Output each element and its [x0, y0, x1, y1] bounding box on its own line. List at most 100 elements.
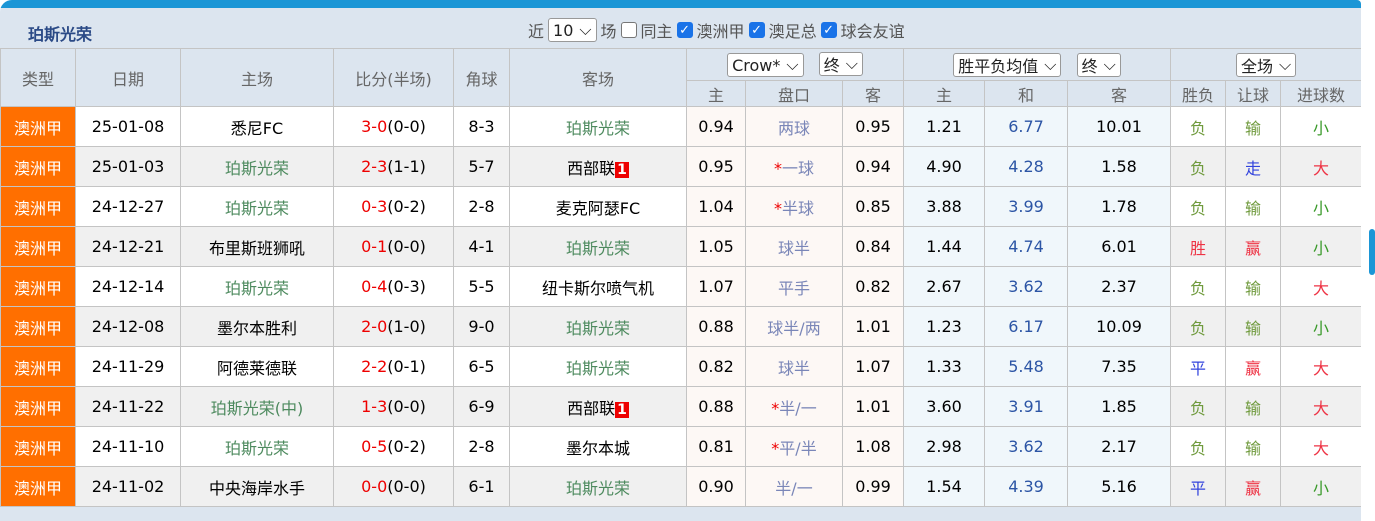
home-team-name[interactable]: 珀斯光荣 [224, 198, 289, 218]
full-score: 3-0 [361, 117, 388, 136]
away-team[interactable]: 珀斯光荣 [509, 106, 687, 147]
odds-stage-select[interactable]: 终 ⌵ [1076, 52, 1121, 77]
away-team[interactable]: 珀斯光荣 [509, 466, 687, 507]
handicap-away-odds: 0.95 [841, 106, 905, 147]
half-score: (0-2) [387, 437, 426, 456]
league-checkbox-friendly[interactable]: ✓ [820, 22, 837, 38]
full-score: 0-1 [361, 237, 388, 256]
home-team[interactable]: 中央海岸水手 [180, 466, 334, 507]
match-count-select[interactable]: 10 ⌵ [548, 18, 597, 42]
away-team-name[interactable]: 珀斯光荣 [565, 318, 630, 338]
away-team[interactable]: 纽卡斯尔喷气机 [509, 266, 687, 307]
home-team-name[interactable]: 阿德莱德联 [216, 358, 297, 378]
league-checkbox-a-league[interactable]: ✓ [676, 22, 693, 38]
odds-home: 1.54 [903, 466, 986, 507]
odds-away: 2.17 [1067, 426, 1172, 467]
match-date: 24-12-08 [75, 306, 181, 347]
result-selectors: 全场 ⌵ [1170, 48, 1361, 81]
scrollbar-thumb[interactable] [1369, 229, 1375, 275]
away-team-name[interactable]: 西部联 [567, 158, 616, 178]
half-score: (1-0) [387, 317, 426, 336]
home-team-name[interactable]: 中央海岸水手 [208, 478, 305, 498]
home-team[interactable]: 珀斯光荣 [180, 266, 334, 307]
home-team-name[interactable]: 悉尼FC [230, 118, 284, 138]
table-row: 澳洲甲 25-01-08 悉尼FC 3-0(0-0) 8-3 珀斯光荣 0.94… [0, 106, 1361, 147]
league-checkbox-ffa-cup[interactable]: ✓ [748, 22, 765, 38]
away-team-name[interactable]: 麦克阿瑟FC [555, 198, 641, 218]
home-team-name[interactable]: 墨尔本胜利 [216, 318, 297, 338]
handicap-result: 赢 [1225, 346, 1282, 387]
corner-score: 6-1 [453, 466, 510, 507]
away-team[interactable]: 珀斯光荣 [509, 306, 687, 347]
match-type: 澳洲甲 [0, 226, 76, 267]
odds-away: 10.09 [1067, 306, 1172, 347]
home-team[interactable]: 珀斯光荣 [180, 146, 334, 187]
table-row: 澳洲甲 24-11-10 珀斯光荣 0-5(0-2) 2-8 墨尔本城 0.81… [0, 426, 1361, 467]
same-home-checkbox[interactable] [620, 22, 637, 38]
odds-draw: 5.48 [984, 346, 1069, 387]
away-team[interactable]: 西部联 1 [509, 386, 687, 427]
half-score: (0-0) [387, 477, 426, 496]
score-cell: 1-3(0-0) [333, 386, 454, 427]
match-type: 澳洲甲 [0, 106, 76, 147]
odds-away: 2.37 [1067, 266, 1172, 307]
odds-draw: 3.62 [984, 266, 1069, 307]
odds-away: 6.01 [1067, 226, 1172, 267]
col-handicap-result: 让球 [1225, 80, 1282, 107]
home-team-name[interactable]: 珀斯光荣 [224, 438, 289, 458]
win-loss-result: 负 [1170, 106, 1227, 147]
league-label: 澳足总 [768, 22, 817, 41]
handicap-line-value: 球半 [777, 238, 810, 258]
home-team[interactable]: 布里斯班狮吼 [180, 226, 334, 267]
handicap-away-odds: 1.01 [841, 306, 905, 347]
league-label: 澳洲甲 [696, 22, 745, 41]
full-score: 2-2 [361, 357, 388, 376]
handicap-stage-select[interactable]: 终 ⌵ [818, 51, 863, 76]
home-team[interactable]: 珀斯光荣 [180, 186, 334, 227]
away-team[interactable]: 珀斯光荣 [509, 226, 687, 267]
half-score: (0-1) [387, 357, 426, 376]
half-score: (0-0) [387, 397, 426, 416]
match-date: 25-01-08 [75, 106, 181, 147]
away-team-name[interactable]: 珀斯光荣 [565, 478, 630, 498]
home-team-name[interactable]: 珀斯光荣(中) [210, 398, 304, 418]
away-team[interactable]: 西部联 1 [509, 146, 687, 187]
away-team-name[interactable]: 珀斯光荣 [565, 358, 630, 378]
handicap-result: 输 [1225, 306, 1282, 347]
away-team-name[interactable]: 墨尔本城 [565, 438, 630, 458]
chevron-down-icon: ⌵ [579, 20, 592, 39]
away-team-name[interactable]: 珀斯光荣 [565, 238, 630, 258]
away-team[interactable]: 珀斯光荣 [509, 346, 687, 387]
home-team[interactable]: 珀斯光荣(中) [180, 386, 334, 427]
table-row: 澳洲甲 24-12-14 珀斯光荣 0-4(0-3) 5-5 纽卡斯尔喷气机 1… [0, 266, 1361, 307]
full-score: 0-3 [361, 197, 388, 216]
table-row: 澳洲甲 24-12-08 墨尔本胜利 2-0(1-0) 9-0 珀斯光荣 0.8… [0, 306, 1361, 347]
away-team[interactable]: 麦克阿瑟FC [509, 186, 687, 227]
away-team-name[interactable]: 纽卡斯尔喷气机 [541, 278, 654, 298]
home-team-name[interactable]: 珀斯光荣 [224, 278, 289, 298]
home-team-name[interactable]: 珀斯光荣 [224, 158, 289, 178]
handicap-line: 球半 [745, 346, 843, 387]
home-team[interactable]: 阿德莱德联 [180, 346, 334, 387]
away-team-name[interactable]: 珀斯光荣 [565, 118, 630, 138]
red-card-badge: 1 [615, 161, 629, 178]
league-label: 球会友谊 [840, 22, 905, 41]
home-team-name[interactable]: 布里斯班狮吼 [208, 238, 305, 258]
home-team[interactable]: 悉尼FC [180, 106, 334, 147]
period-select[interactable]: 全场 ⌵ [1235, 52, 1297, 77]
away-team[interactable]: 墨尔本城 [509, 426, 687, 467]
home-team[interactable]: 墨尔本胜利 [180, 306, 334, 347]
company-select[interactable]: Crow* ⌵ [727, 53, 804, 78]
col-handicap-away: 客 [841, 80, 905, 107]
odds-draw: 3.62 [984, 426, 1069, 467]
full-score: 0-0 [361, 477, 388, 496]
away-team-name[interactable]: 西部联 [567, 398, 616, 418]
odds-type-select[interactable]: 胜平负均值 ⌵ [953, 52, 1062, 77]
col-type: 类型 [0, 48, 76, 107]
goals-result: 大 [1280, 146, 1361, 187]
score-cell: 0-5(0-2) [333, 426, 454, 467]
odds-away: 10.01 [1067, 106, 1172, 147]
handicap-line-value: 平手 [777, 278, 810, 298]
home-team[interactable]: 珀斯光荣 [180, 426, 334, 467]
